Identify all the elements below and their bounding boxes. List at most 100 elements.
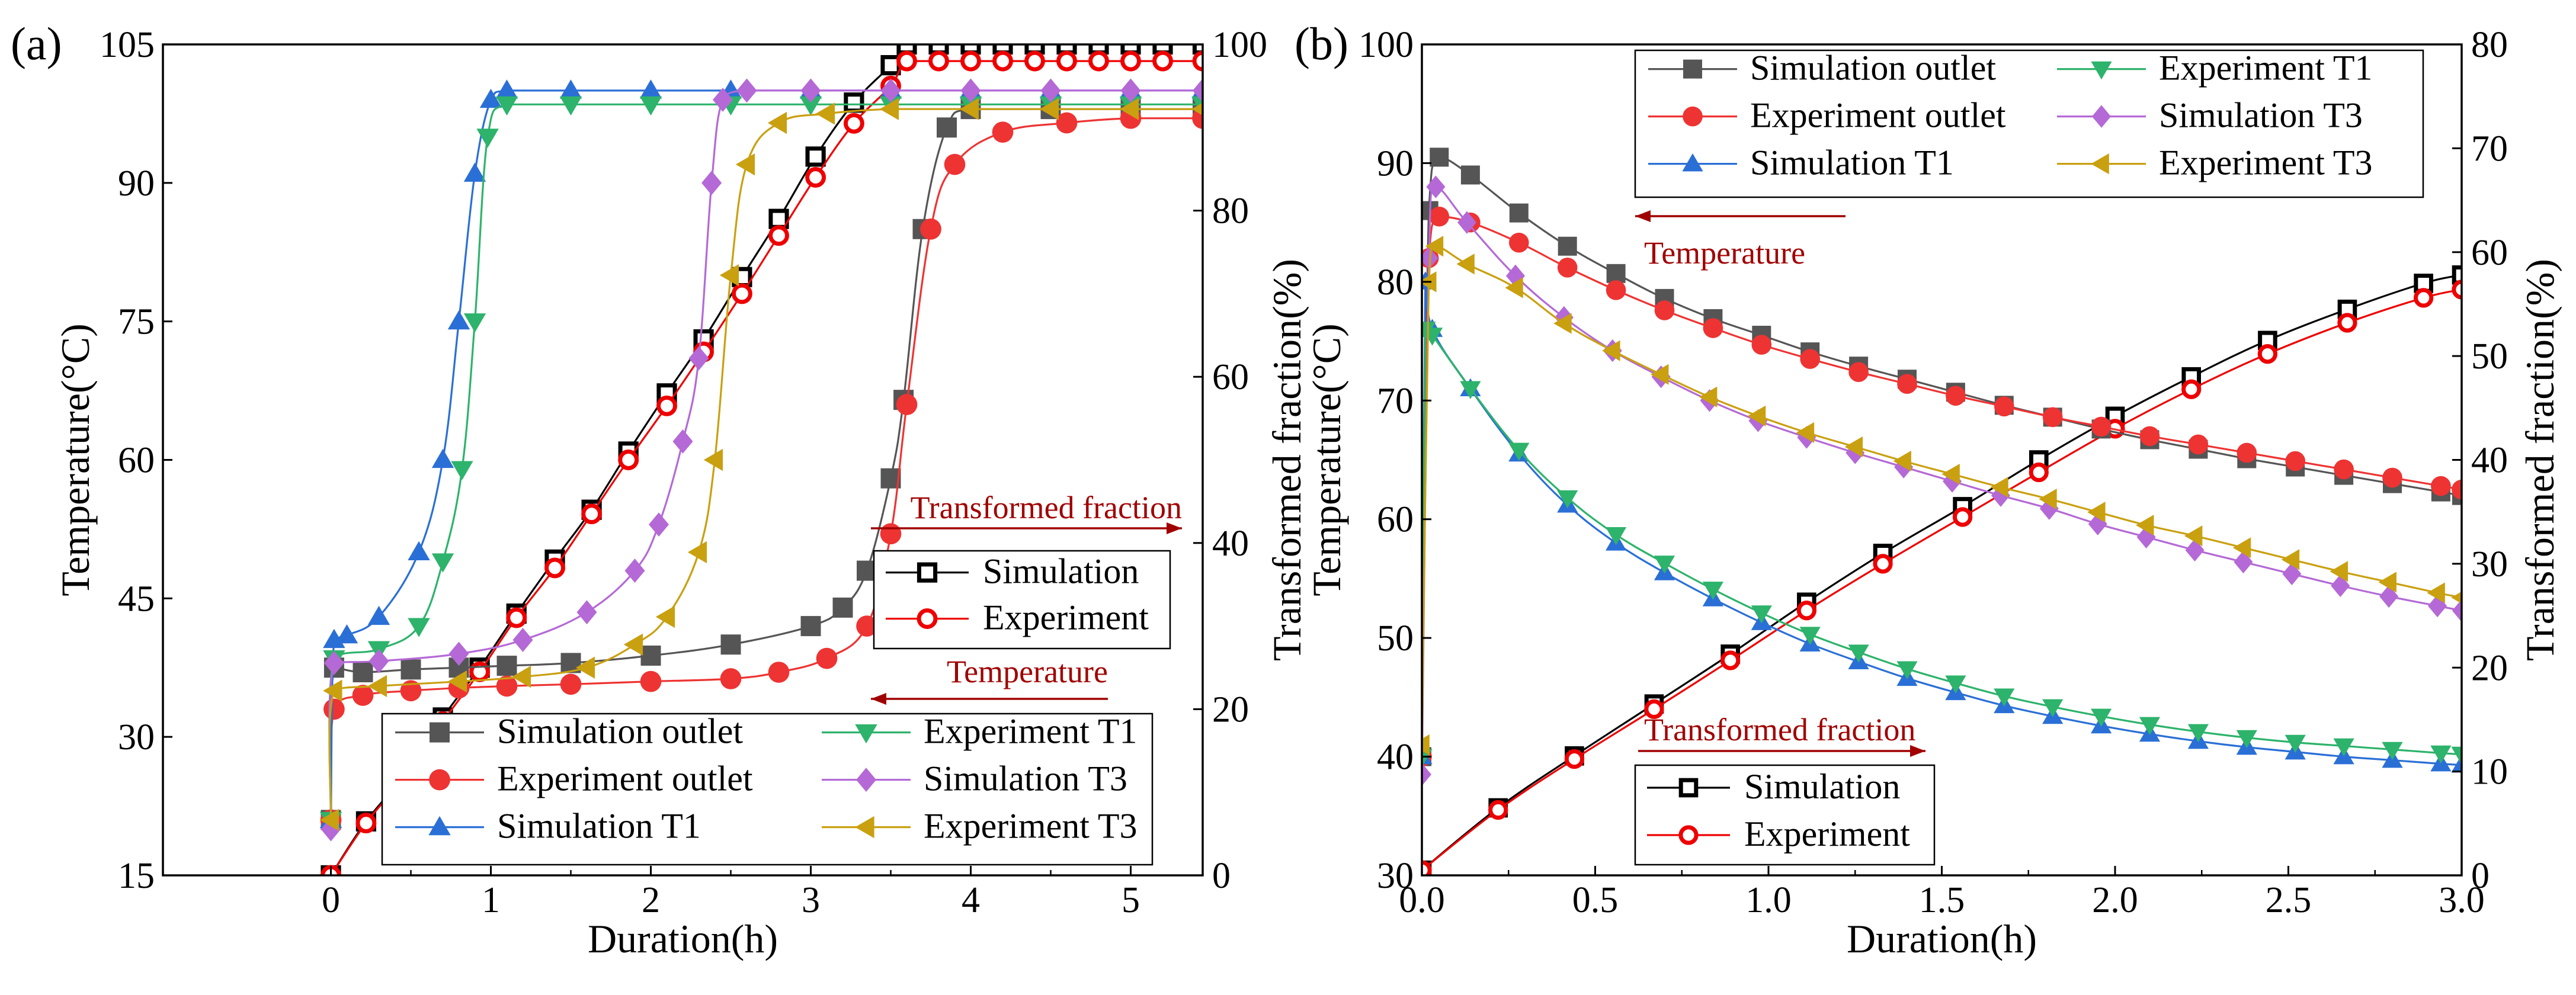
y2-tick-label: 80 (2471, 25, 2508, 65)
data-point (1553, 313, 1572, 334)
data-point (1429, 206, 1450, 227)
data-point (1024, 50, 1045, 72)
data-point (1751, 335, 1772, 355)
data-point (1991, 484, 2010, 507)
data-point (2451, 591, 2462, 604)
data-point (800, 78, 821, 103)
data-point (2136, 515, 2154, 536)
data-point (959, 98, 979, 120)
data-point (2039, 497, 2059, 520)
legend-entry: Experiment T1 (822, 712, 1137, 751)
data-point (1602, 340, 1620, 361)
data-point (920, 218, 941, 240)
data-point (1460, 381, 1481, 399)
data-point (1946, 386, 1966, 406)
data-point (2087, 502, 2106, 523)
y2-tick-label: 20 (1212, 689, 1249, 730)
data-point (431, 553, 454, 573)
y2-tick-label: 0 (1212, 856, 1231, 896)
data-point (400, 680, 422, 702)
data-point (408, 618, 430, 637)
data-point (1799, 627, 1821, 645)
legend-marker (1683, 106, 1703, 127)
data-point (1893, 450, 1911, 472)
legend-label: Experiment (983, 598, 1149, 637)
data-point (512, 628, 533, 652)
y-tick-label: 30 (1377, 856, 1414, 896)
plot-area (319, 44, 1203, 875)
series-line-simulation-t1 (1422, 281, 2462, 766)
data-point (2188, 434, 2209, 455)
data-point (1152, 50, 1173, 72)
series-line-experiment-outlet (1422, 215, 2462, 757)
annotation-arrowhead (871, 693, 886, 705)
y2-tick-label: 70 (2471, 129, 2508, 169)
data-point (768, 225, 789, 246)
annotation-label: Transformed fraction (1644, 712, 1915, 747)
y2-tick-label: 50 (2471, 336, 2508, 377)
data-point (2234, 550, 2253, 574)
legend-label: Simulation outlet (1750, 49, 1996, 88)
data-point (624, 559, 645, 583)
x-tick-label: 2.0 (2092, 880, 2138, 920)
data-point (687, 541, 707, 564)
x-tick-label: 4 (962, 880, 980, 920)
data-point (369, 649, 389, 673)
data-point (736, 78, 757, 103)
y-tick-label: 100 (1359, 25, 1414, 65)
temperature-legend: Simulation outlet Experiment T1 Experiment… (381, 712, 1154, 866)
data-point (2428, 594, 2447, 618)
legend-marker (855, 816, 874, 839)
data-point (1994, 688, 2015, 707)
data-point (495, 79, 518, 99)
data-point (559, 96, 582, 116)
y-axis-title: Temperature(°C) (1304, 323, 1349, 596)
legend-marker (1683, 59, 1702, 79)
legend-label: Simulation outlet (497, 712, 743, 751)
annotation-arrowhead (1910, 745, 1925, 757)
data-point (367, 675, 387, 698)
data-point (768, 208, 789, 229)
annotation-arrowhead (1635, 210, 1651, 222)
data-point (408, 541, 430, 560)
data-point (1192, 50, 1203, 72)
legend-marker (2092, 105, 2111, 128)
data-point (506, 607, 527, 628)
data-point (1651, 364, 1669, 385)
legend-label: Simulation T3 (2159, 96, 2363, 135)
legend-entry: Experiment T3 (2057, 143, 2372, 182)
data-point (1897, 374, 1917, 394)
y2-tick-label: 0 (2471, 856, 2490, 896)
series-line-simulation-t3 (1422, 185, 2462, 775)
data-point (2431, 476, 2451, 496)
data-point (2139, 717, 2161, 736)
data-point (896, 394, 918, 415)
annotation: Transformed fraction (1638, 712, 1925, 757)
legend-entry: Experiment outlet (1648, 96, 2006, 135)
legend-entry: Simulation outlet (395, 712, 743, 751)
data-point (323, 679, 342, 702)
data-point (476, 129, 499, 148)
data-point (1430, 147, 1449, 167)
fraction-legend: Simulation Experiment (873, 550, 1171, 650)
y2-tick-label: 100 (1212, 25, 1267, 65)
legend-entry: Simulation outlet (1648, 49, 1996, 88)
legend-label: Experiment T3 (924, 807, 1137, 846)
data-point (649, 512, 669, 537)
fraction-legend: Simulation Experiment (1634, 764, 1936, 866)
data-point (639, 96, 662, 116)
data-point (2029, 462, 2049, 483)
data-point (447, 310, 470, 330)
y-axis-title: Temperature(°C) (53, 323, 98, 596)
x-tick-label: 2.5 (2266, 880, 2312, 920)
x-tick-label: 1.5 (1919, 880, 1965, 920)
data-point (451, 461, 473, 480)
data-point (321, 817, 341, 842)
data-point (353, 662, 373, 683)
legend-marker (2091, 61, 2112, 80)
data-point (2452, 479, 2462, 500)
data-point (1509, 203, 1529, 223)
data-point (1699, 386, 1718, 407)
x-tick-label: 1.0 (1745, 880, 1792, 920)
